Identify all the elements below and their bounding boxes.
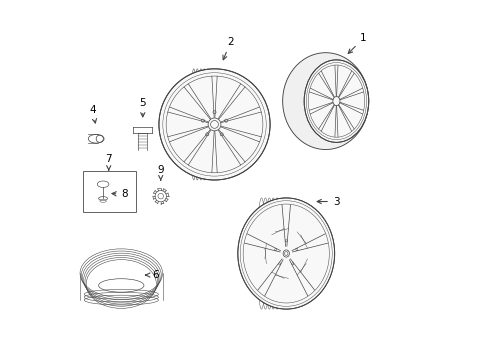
Ellipse shape — [283, 53, 368, 149]
Text: 4: 4 — [89, 105, 97, 123]
Ellipse shape — [238, 198, 335, 309]
Text: 2: 2 — [223, 37, 234, 60]
Text: 8: 8 — [112, 189, 128, 199]
Text: 1: 1 — [348, 33, 367, 53]
Text: 7: 7 — [105, 154, 112, 170]
Text: 9: 9 — [157, 165, 164, 180]
Text: 3: 3 — [317, 197, 340, 207]
Text: 5: 5 — [140, 98, 146, 117]
Ellipse shape — [304, 60, 368, 142]
Text: 6: 6 — [146, 270, 158, 280]
Circle shape — [159, 69, 270, 180]
Bar — [83, 171, 136, 212]
